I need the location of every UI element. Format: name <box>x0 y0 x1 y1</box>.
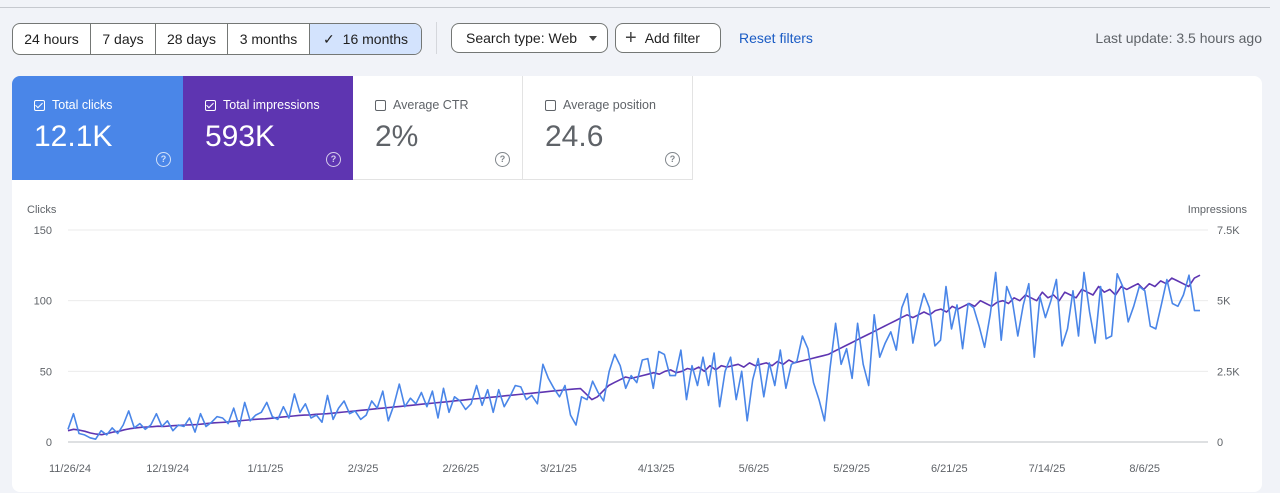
series-line-impressions <box>67 274 1201 436</box>
x-axis: 11/26/24 12/19/24 1/11/25 2/3/25 2/26/25 3/21… <box>49 463 1160 475</box>
x-tick-label: 2/3/25 <box>348 463 379 475</box>
metric-value: 24.6 <box>545 120 604 153</box>
checkbox-icon[interactable] <box>205 99 216 111</box>
help-icon[interactable]: ? <box>326 152 341 167</box>
range-3-months[interactable]: 3 months <box>228 24 310 54</box>
range-label: 24 hours <box>24 31 79 47</box>
metric-card-impressions[interactable]: Total impressions 593K ? <box>183 76 353 180</box>
checkbox-icon[interactable] <box>375 99 386 111</box>
search-type-label: Search type: Web <box>466 30 578 46</box>
dropdown-arrow-icon <box>589 35 598 41</box>
range-7-days[interactable]: 7 days <box>91 24 156 54</box>
left-axis: 150 100 50 0 <box>34 225 52 449</box>
toolbar-divider <box>436 22 437 54</box>
checkbox-icon[interactable] <box>545 99 556 111</box>
metric-value: 12.1K <box>34 120 113 153</box>
metric-label: Average position <box>563 98 656 112</box>
x-tick-label: 4/13/25 <box>638 463 675 475</box>
metric-label: Average CTR <box>393 98 469 112</box>
x-tick-label: 6/21/25 <box>931 463 968 475</box>
series-line-clicks <box>67 271 1200 441</box>
x-tick-label: 7/14/25 <box>1029 463 1066 475</box>
help-icon[interactable]: ? <box>495 152 510 167</box>
range-28-days[interactable]: 28 days <box>156 24 228 54</box>
x-tick-label: 5/29/25 <box>833 463 870 475</box>
date-range-selector: 24 hours 7 days 28 days 3 months ✓ 16 mon… <box>12 23 422 55</box>
right-axis-title: Impressions <box>1188 204 1248 216</box>
metric-card-ctr[interactable]: Average CTR 2% ? <box>353 76 523 180</box>
range-24-hours[interactable]: 24 hours <box>13 24 91 54</box>
left-tick-label: 50 <box>40 366 52 378</box>
metric-value: 593K <box>205 120 276 153</box>
metric-value: 2% <box>375 120 419 153</box>
add-filter-button[interactable]: + Add filter <box>615 23 721 53</box>
last-update-text: Last update: 3.5 hours ago <box>1095 30 1262 46</box>
right-tick-label: 2.5K <box>1217 366 1240 378</box>
x-tick-label: 12/19/24 <box>146 463 189 475</box>
search-type-dropdown[interactable]: Search type: Web <box>451 23 608 53</box>
metric-label: Total impressions <box>223 98 320 112</box>
metric-label-row: Average CTR <box>375 98 469 112</box>
x-tick-label: 8/6/25 <box>1129 463 1160 475</box>
right-axis: 7.5K 5K 2.5K 0 <box>1217 225 1240 449</box>
right-tick-label: 5K <box>1217 296 1231 308</box>
help-icon[interactable]: ? <box>665 152 680 167</box>
left-axis-title: Clicks <box>27 204 57 216</box>
x-tick-label: 3/21/25 <box>540 463 577 475</box>
help-icon[interactable]: ? <box>156 152 171 167</box>
metric-label-row: Average position <box>545 98 656 112</box>
right-tick-label: 0 <box>1217 437 1223 449</box>
metric-label-row: Total impressions <box>205 98 320 112</box>
range-label: 16 months <box>342 31 409 47</box>
x-tick-label: 2/26/25 <box>442 463 479 475</box>
right-tick-label: 7.5K <box>1217 225 1240 237</box>
left-tick-label: 150 <box>34 225 52 237</box>
x-tick-label: 1/11/25 <box>247 463 283 475</box>
check-icon: ✓ <box>322 31 335 47</box>
metric-card-position[interactable]: Average position 24.6 ? <box>523 76 693 180</box>
range-label: 3 months <box>239 31 298 47</box>
plus-icon: + <box>625 27 637 49</box>
left-tick-label: 100 <box>34 296 52 308</box>
left-tick-label: 0 <box>46 437 52 449</box>
range-label: 28 days <box>166 31 217 47</box>
metric-label-row: Total clicks <box>34 98 112 112</box>
metric-card-clicks[interactable]: Total clicks 12.1K ? <box>12 76 183 180</box>
range-16-months[interactable]: ✓ 16 months <box>310 24 421 54</box>
checkbox-icon[interactable] <box>34 99 45 111</box>
range-label: 7 days <box>102 31 144 47</box>
reset-filters-link[interactable]: Reset filters <box>739 30 813 46</box>
top-divider <box>0 0 1270 8</box>
metric-label: Total clicks <box>52 98 113 112</box>
performance-chart[interactable]: Clicks Impressions 150 100 50 0 7.5K 5K 2.5K 0… <box>12 182 1262 492</box>
performance-panel: Total clicks 12.1K ? Total impressions 5… <box>12 76 1262 492</box>
x-tick-label: 5/6/25 <box>739 463 770 475</box>
add-filter-label: Add filter <box>644 30 700 46</box>
x-tick-label: 11/26/24 <box>49 463 91 475</box>
